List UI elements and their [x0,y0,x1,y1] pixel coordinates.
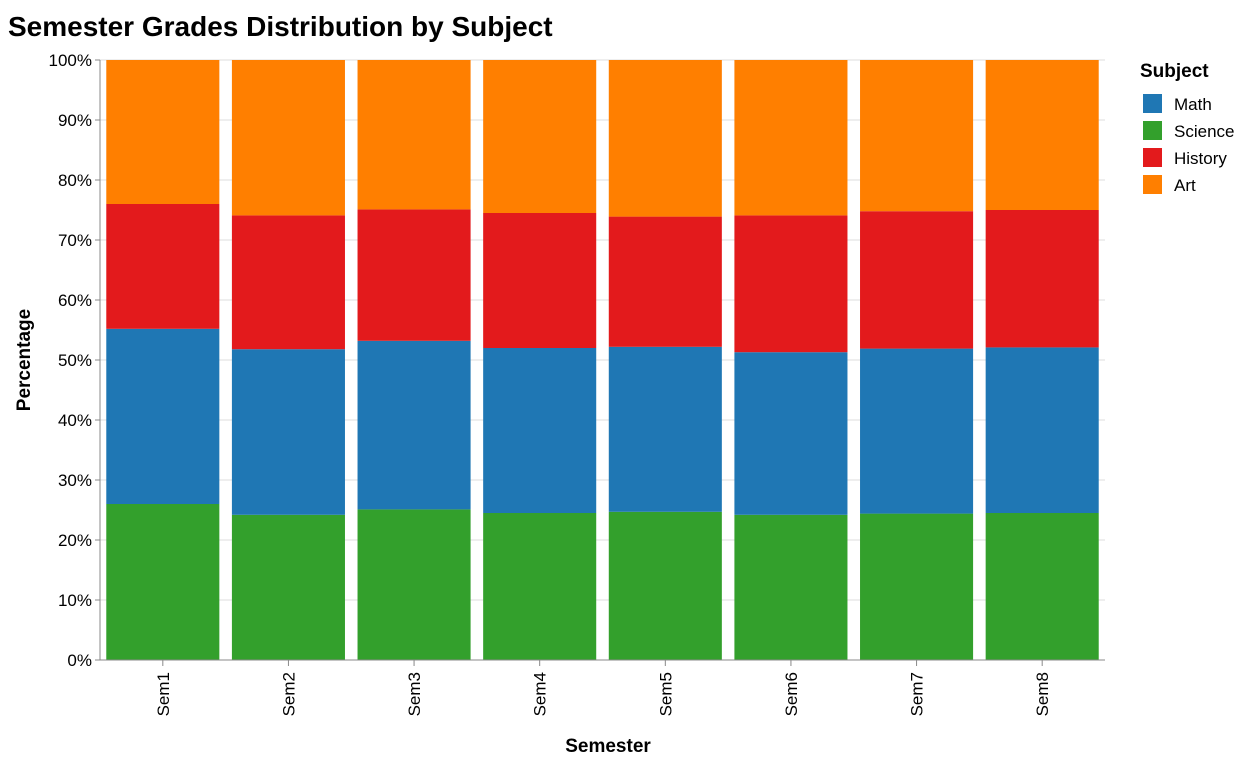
y-tick-label: 40% [58,411,92,430]
x-tick-label: Sem3 [405,672,424,716]
x-tick-label: Sem4 [531,672,550,716]
bar-science-sem1 [106,504,220,660]
bar-math-sem1 [106,328,220,504]
legend-title: Subject [1140,61,1209,82]
legend-swatch-history [1143,148,1162,167]
bar-math-sem7 [860,348,974,514]
bar-math-sem6 [734,352,848,515]
legend-swatch-science [1143,121,1162,140]
bar-history-sem8 [985,210,1099,348]
y-tick-label: 50% [58,351,92,370]
bar-history-sem2 [231,215,345,350]
x-tick-label: Sem6 [782,672,801,716]
legend-swatch-art [1143,175,1162,194]
bar-math-sem4 [483,348,597,513]
bar-art-sem8 [985,60,1099,210]
bar-math-sem3 [357,340,471,510]
bar-history-sem4 [483,213,597,348]
bar-art-sem3 [357,60,471,210]
legend-swatch-math [1143,94,1162,113]
bar-math-sem8 [985,347,1099,513]
legend-label-math: Math [1174,95,1212,114]
bar-science-sem7 [860,513,974,660]
y-tick-label: 20% [58,531,92,550]
chart-title: Semester Grades Distribution by Subject [8,11,553,42]
bar-history-sem6 [734,215,848,353]
bar-science-sem6 [734,514,848,660]
bar-science-sem4 [483,513,597,660]
legend-label-history: History [1174,149,1227,168]
x-tick-label: Sem7 [908,672,927,716]
bar-history-sem1 [106,204,220,329]
x-axis-title: Semester [565,736,651,757]
bars-layer [106,60,1099,660]
bar-math-sem2 [231,349,345,515]
bar-art-sem6 [734,60,848,216]
legend-label-science: Science [1174,122,1234,141]
y-tick-label: 30% [58,471,92,490]
bar-science-sem8 [985,513,1099,660]
bar-history-sem3 [357,209,471,341]
y-tick-label: 10% [58,591,92,610]
bar-art-sem5 [608,60,722,217]
y-tick-label: 80% [58,171,92,190]
bar-history-sem7 [860,211,974,349]
x-tick-label: Sem1 [154,672,173,716]
bar-science-sem3 [357,509,471,660]
bar-art-sem7 [860,60,974,212]
bar-science-sem5 [608,511,722,660]
y-axis-title: Percentage [14,309,35,411]
bar-art-sem1 [106,60,220,204]
x-tick-label: Sem8 [1033,672,1052,716]
legend: Subject Math Science History Art [1140,61,1234,195]
y-tick-label: 70% [58,231,92,250]
x-tick-label: Sem5 [656,672,675,716]
x-tick-label: Sem2 [279,672,298,716]
y-tick-label: 60% [58,291,92,310]
y-tick-label: 0% [67,651,92,670]
legend-label-art: Art [1174,176,1196,195]
bar-history-sem5 [608,216,722,347]
bar-math-sem5 [608,346,722,512]
bar-art-sem2 [231,60,345,216]
y-tick-label: 90% [58,111,92,130]
bar-art-sem4 [483,60,597,213]
y-tick-label: 100% [49,51,92,70]
axes-layer: 0% 10% 20% 30% 40% 50% 60% 70% 80% 90% 100% Sem1 Sem… [49,51,1105,716]
bar-science-sem2 [231,514,345,660]
